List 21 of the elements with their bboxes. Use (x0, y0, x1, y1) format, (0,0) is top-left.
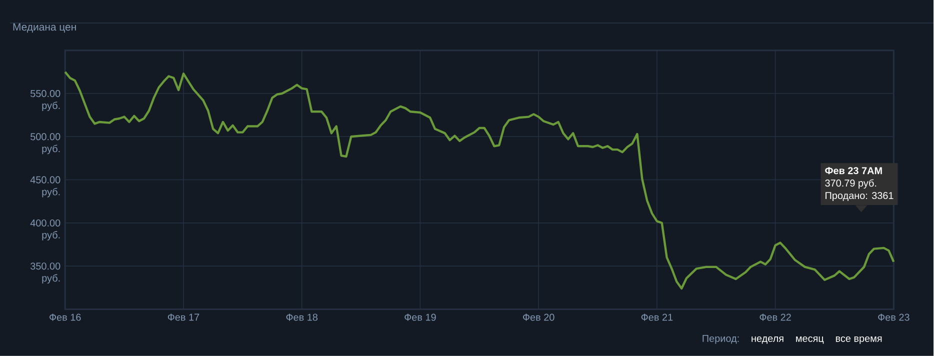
y-tick-label: 500.00 руб. (30, 133, 60, 154)
chart-title: Медиана цен (13, 23, 76, 33)
y-tick-label: 350.00 руб. (30, 262, 60, 284)
text: неделя (752, 336, 784, 344)
annotation: Фев 23 7AM (825, 167, 882, 174)
x-tick-label: Фев 19 (404, 314, 436, 321)
x-tick-label: Фев 22 (760, 314, 791, 321)
annotation: 370.79 руб. (825, 179, 876, 189)
x-tick-label: Фев 18 (286, 314, 318, 321)
x-tick-label: Фев 16 (50, 314, 81, 321)
text: все время (836, 336, 882, 344)
y-tick-label: 400.00 руб. (30, 220, 60, 241)
x-tick-label: Фев 20 (523, 314, 554, 321)
x-tick-label: Фев 17 (168, 314, 200, 321)
annotation: Продано: 3361 (826, 192, 894, 202)
x-tick-label: Фев 21 (641, 314, 673, 321)
text: месяц (796, 336, 824, 344)
y-tick-label: 450.00 руб. (30, 176, 60, 198)
x-tick-label: Фев 23 (878, 314, 910, 321)
y-tick-label: 550.00 руб. (30, 90, 60, 112)
text: Период: (702, 335, 739, 344)
